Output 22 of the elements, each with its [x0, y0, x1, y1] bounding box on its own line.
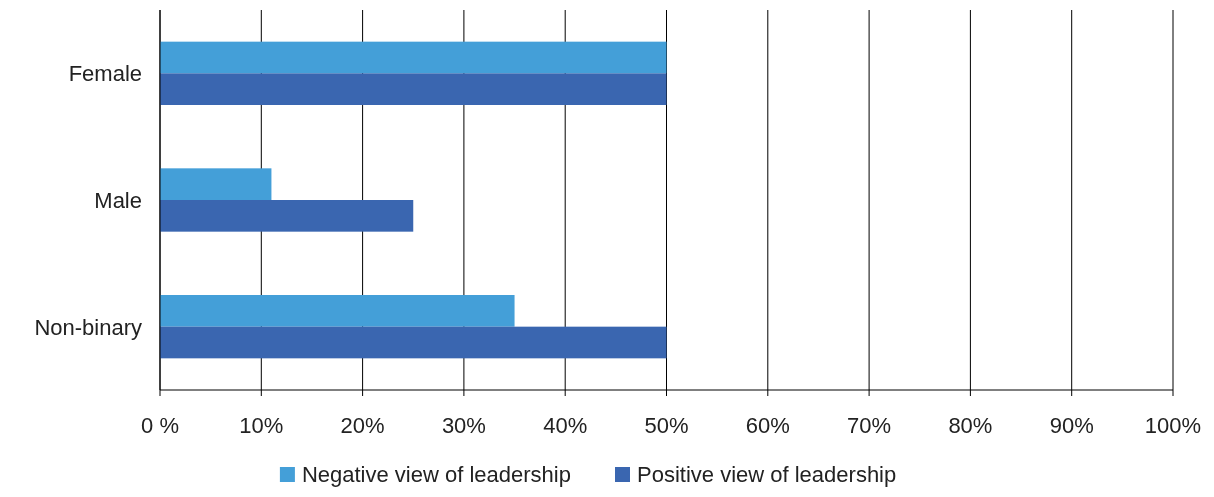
y-tick-label: Male [94, 188, 142, 213]
x-tick-label: 80% [948, 413, 993, 438]
x-tick-label: 70% [847, 413, 892, 438]
x-tick-label: 60% [745, 413, 790, 438]
x-tick-label: 40% [543, 413, 588, 438]
x-tick-label: 20% [340, 413, 385, 438]
bar [160, 168, 272, 200]
x-tick-label: 50% [644, 413, 689, 438]
x-tick-label: 30% [441, 413, 486, 438]
bar [160, 200, 414, 232]
bar [160, 73, 667, 105]
x-tick-label: 90% [1049, 413, 1094, 438]
bar [160, 41, 667, 74]
bar [160, 326, 667, 359]
x-tick-label: 100% [1144, 413, 1202, 438]
y-tick-label: Non-binary [34, 314, 142, 340]
legend-label: Positive view of leadership [637, 462, 897, 487]
x-tick-label: 10% [239, 413, 284, 438]
bar [160, 295, 515, 327]
x-tick-label: 0 % [141, 413, 179, 438]
legend-label: Negative view of leadership [301, 462, 571, 487]
y-tick-label: Female [68, 61, 142, 87]
